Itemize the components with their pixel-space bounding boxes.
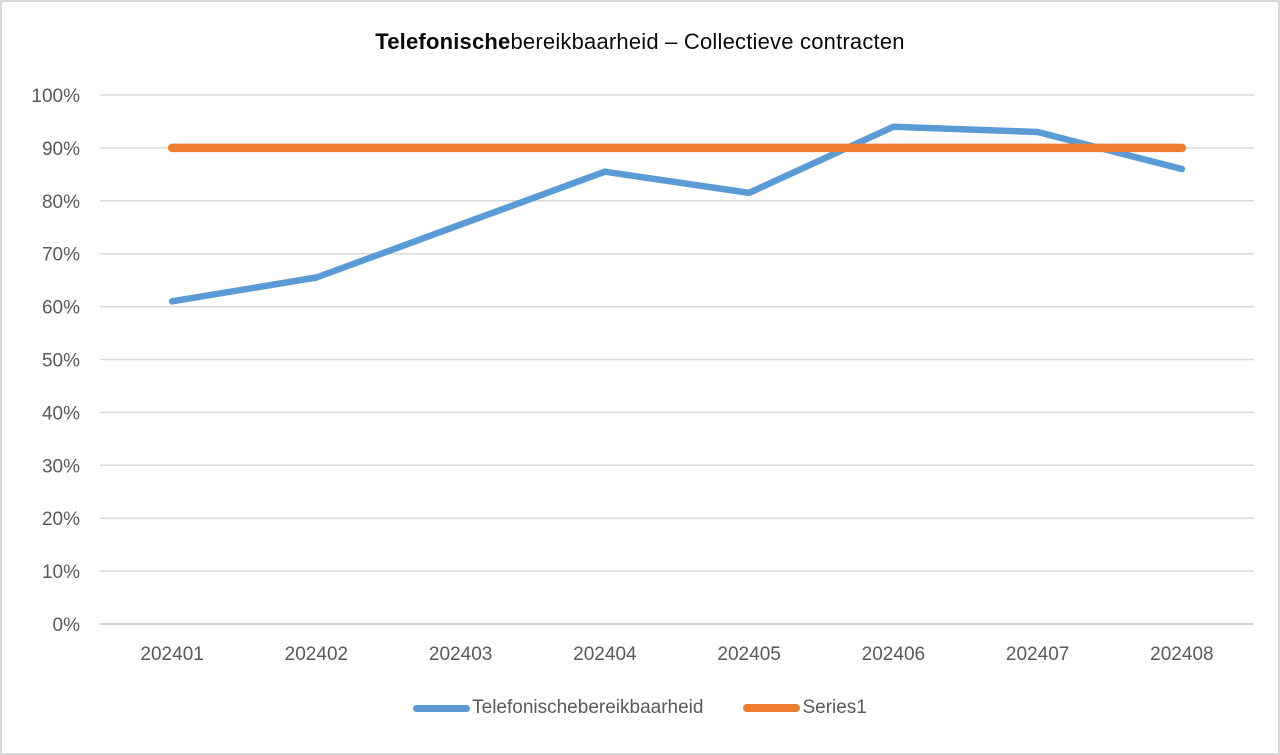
x-axis-tick-label: 202408 bbox=[1150, 644, 1213, 665]
chart-title-bold: Telefonische bbox=[375, 29, 511, 54]
x-axis-tick-label: 202401 bbox=[140, 644, 203, 665]
y-axis-tick-label: 20% bbox=[42, 509, 80, 530]
x-axis-tick-label: 202407 bbox=[1006, 644, 1069, 665]
y-axis-tick-label: 80% bbox=[42, 192, 80, 213]
chart-title: Telefonischebereikbaarheid – Collectieve… bbox=[2, 29, 1278, 55]
legend-swatch-series1 bbox=[743, 704, 801, 712]
series-line-telefonischebereikbaarheid bbox=[168, 123, 1186, 305]
x-axis-tick-label: 202404 bbox=[573, 644, 637, 665]
y-axis-tick-label: 100% bbox=[31, 86, 80, 107]
x-axis-tick-label: 202403 bbox=[429, 644, 492, 665]
legend-item-series1: Series1 bbox=[743, 697, 867, 719]
legend-swatch-telefonischebereikbaarheid bbox=[413, 704, 471, 712]
legend-label: Series1 bbox=[802, 697, 867, 718]
legend: Telefonischebereikbaarheid Series1 bbox=[2, 697, 1278, 719]
chart-title-regular: bereikbaarheid – Collectieve contracten bbox=[510, 29, 905, 54]
legend-label: Telefonischebereikbaarheid bbox=[472, 697, 704, 718]
y-axis-tick-label: 50% bbox=[42, 351, 80, 372]
y-axis-tick-label: 60% bbox=[42, 298, 80, 319]
x-axis-tick-label: 202406 bbox=[862, 644, 925, 665]
y-axis-tick-label: 90% bbox=[42, 139, 80, 160]
x-axis-tick-label: 202402 bbox=[285, 644, 348, 665]
legend-item-telefonischebereikbaarheid: Telefonischebereikbaarheid bbox=[413, 697, 703, 719]
y-axis-tick-label: 70% bbox=[42, 245, 80, 266]
y-axis-tick-label: 0% bbox=[53, 615, 81, 636]
x-axis-tick-label: 202405 bbox=[717, 644, 780, 665]
y-axis-tick-label: 30% bbox=[42, 456, 80, 477]
y-axis-tick-label: 10% bbox=[42, 562, 80, 583]
y-axis-tick-label: 40% bbox=[42, 403, 80, 424]
